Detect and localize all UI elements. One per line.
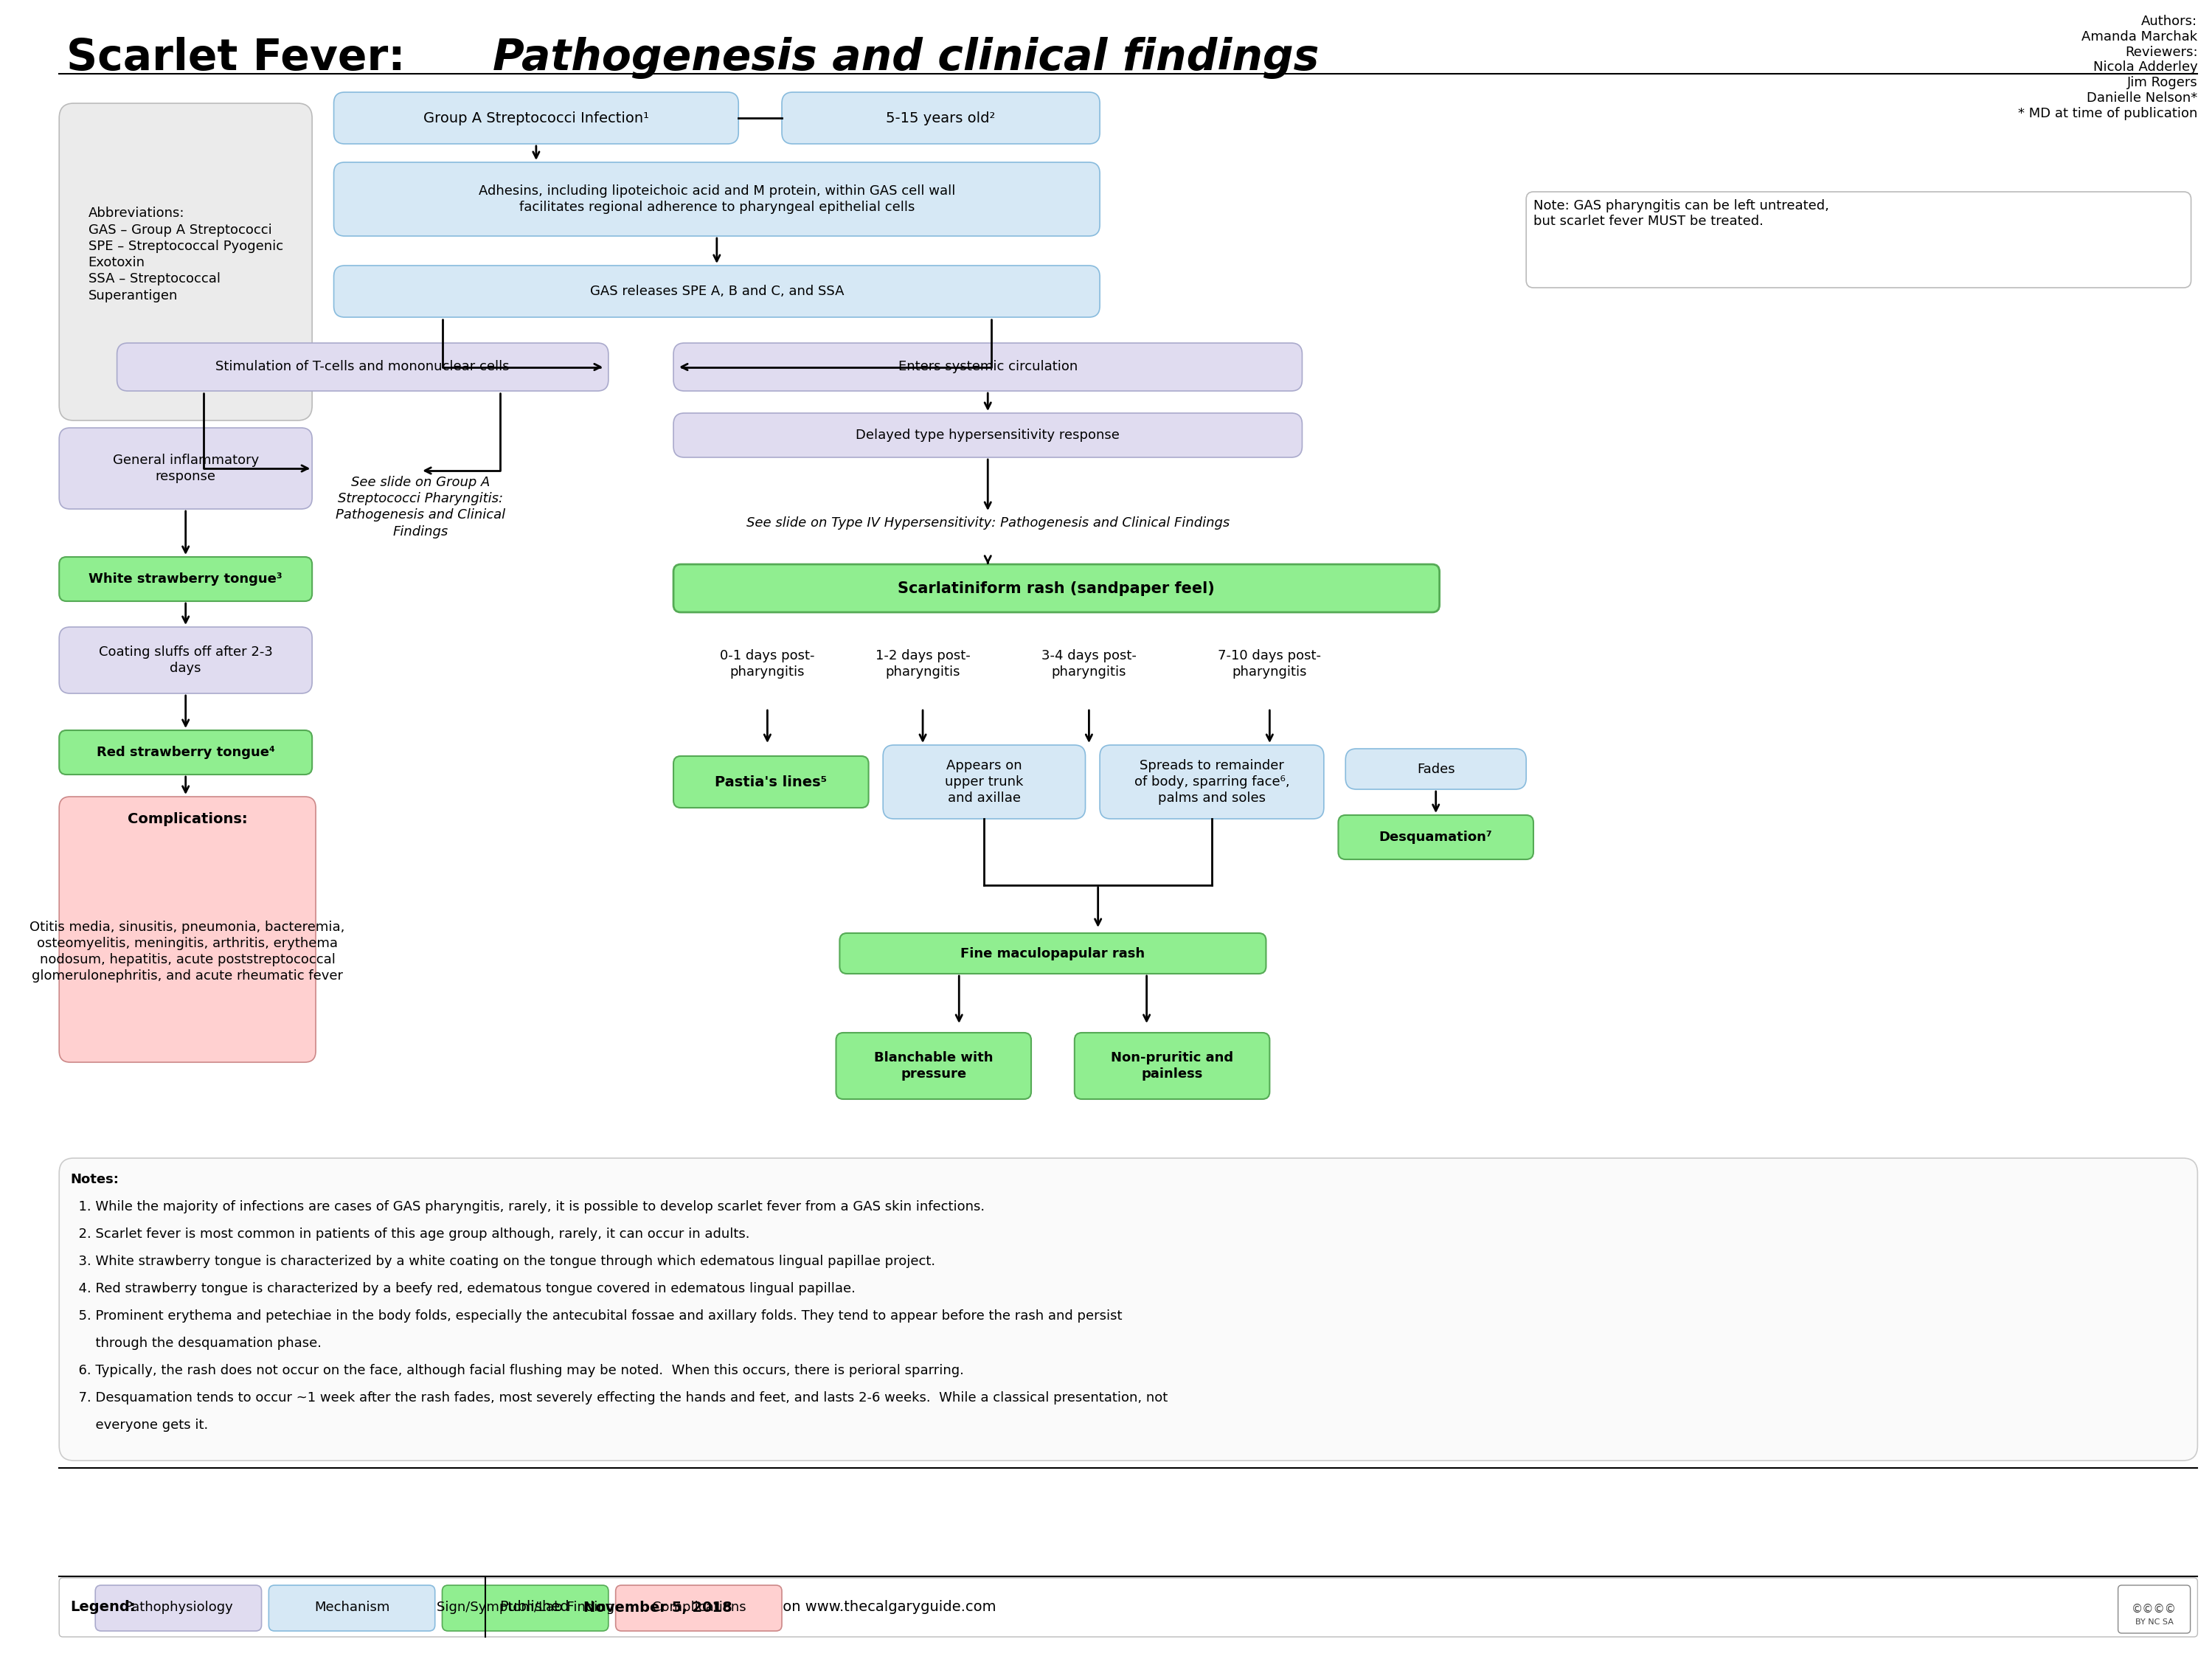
Text: BY NC SA: BY NC SA — [2135, 1619, 2174, 1626]
Text: through the desquamation phase.: through the desquamation phase. — [71, 1337, 321, 1350]
FancyBboxPatch shape — [841, 932, 1265, 974]
Text: See slide on Type IV Hypersensitivity: Pathogenesis and Clinical Findings: See slide on Type IV Hypersensitivity: P… — [745, 516, 1230, 529]
Text: Abbreviations:
GAS – Group A Streptococci
SPE – Streptococcal Pyogenic
Exotoxin
: Abbreviations: GAS – Group A Streptococc… — [88, 207, 283, 302]
FancyBboxPatch shape — [117, 343, 608, 392]
Text: Legend:: Legend: — [71, 1601, 135, 1614]
Text: GAS releases SPE A, B and C, and SSA: GAS releases SPE A, B and C, and SSA — [591, 285, 843, 299]
FancyBboxPatch shape — [60, 428, 312, 509]
Text: Pathogenesis and clinical findings: Pathogenesis and clinical findings — [493, 36, 1318, 80]
Text: Delayed type hypersensitivity response: Delayed type hypersensitivity response — [856, 428, 1119, 441]
Text: on www.thecalgaryguide.com: on www.thecalgaryguide.com — [779, 1601, 995, 1614]
Text: White strawberry tongue³: White strawberry tongue³ — [88, 572, 283, 586]
FancyBboxPatch shape — [836, 1032, 1031, 1100]
Text: Scarlatiniform rash (sandpaper feel): Scarlatiniform rash (sandpaper feel) — [898, 581, 1214, 596]
Text: 2. Scarlet fever is most common in patients of this age group although, rarely, : 2. Scarlet fever is most common in patie… — [71, 1228, 750, 1241]
FancyBboxPatch shape — [672, 757, 869, 808]
Text: 4. Red strawberry tongue is characterized by a beefy red, edematous tongue cover: 4. Red strawberry tongue is characterize… — [71, 1282, 856, 1296]
Text: 1-2 days post-
pharyngitis: 1-2 days post- pharyngitis — [876, 649, 971, 679]
Text: November 5, 2018: November 5, 2018 — [584, 1601, 732, 1614]
Text: Fine maculopapular rash: Fine maculopapular rash — [960, 947, 1146, 961]
FancyBboxPatch shape — [2119, 1586, 2190, 1632]
Text: Pastia's lines⁵: Pastia's lines⁵ — [714, 775, 827, 790]
FancyBboxPatch shape — [1345, 748, 1526, 790]
Text: Appears on
upper trunk
and axillae: Appears on upper trunk and axillae — [945, 758, 1024, 805]
FancyBboxPatch shape — [60, 730, 312, 775]
FancyBboxPatch shape — [60, 1158, 2197, 1460]
Text: 0-1 days post-
pharyngitis: 0-1 days post- pharyngitis — [719, 649, 814, 679]
FancyBboxPatch shape — [60, 557, 312, 601]
Text: Enters systemic circulation: Enters systemic circulation — [898, 360, 1077, 373]
Text: Pathophysiology: Pathophysiology — [124, 1601, 232, 1614]
Text: ©©©©: ©©©© — [2132, 1603, 2177, 1614]
Text: Blanchable with
pressure: Blanchable with pressure — [874, 1052, 993, 1080]
Text: 5. Prominent erythema and petechiae in the body folds, especially the antecubita: 5. Prominent erythema and petechiae in t… — [71, 1309, 1121, 1322]
Text: Stimulation of T-cells and mononuclear cells: Stimulation of T-cells and mononuclear c… — [217, 360, 509, 373]
Text: 3-4 days post-
pharyngitis: 3-4 days post- pharyngitis — [1042, 649, 1137, 679]
Text: Coating sluffs off after 2-3
days: Coating sluffs off after 2-3 days — [100, 645, 272, 675]
Text: Published: Published — [500, 1601, 573, 1614]
Text: Authors:
Amanda Marchak
Reviewers:
Nicola Adderley
Jim Rogers
Danielle Nelson*
*: Authors: Amanda Marchak Reviewers: Nicol… — [2017, 15, 2197, 119]
FancyBboxPatch shape — [615, 1586, 781, 1631]
Text: Mechanism: Mechanism — [314, 1601, 389, 1614]
FancyBboxPatch shape — [334, 93, 739, 144]
FancyBboxPatch shape — [1075, 1032, 1270, 1100]
Text: Complications:: Complications: — [128, 811, 248, 826]
FancyBboxPatch shape — [1526, 192, 2192, 287]
FancyBboxPatch shape — [268, 1586, 436, 1631]
Text: 5-15 years old²: 5-15 years old² — [887, 111, 995, 124]
FancyBboxPatch shape — [60, 627, 312, 693]
FancyBboxPatch shape — [672, 564, 1440, 612]
Text: Otitis media, sinusitis, pneumonia, bacteremia,
osteomyelitis, meningitis, arthr: Otitis media, sinusitis, pneumonia, bact… — [29, 921, 345, 982]
FancyBboxPatch shape — [672, 413, 1303, 458]
Text: Scarlet Fever:: Scarlet Fever: — [66, 36, 420, 80]
Text: Note: GAS pharyngitis can be left untreated,
but scarlet fever MUST be treated.: Note: GAS pharyngitis can be left untrea… — [1533, 199, 1829, 227]
Text: Fades: Fades — [1418, 763, 1455, 776]
FancyBboxPatch shape — [781, 93, 1099, 144]
FancyBboxPatch shape — [334, 163, 1099, 236]
Text: 6. Typically, the rash does not occur on the face, although facial flushing may : 6. Typically, the rash does not occur on… — [71, 1364, 964, 1377]
Text: Group A Streptococci Infection¹: Group A Streptococci Infection¹ — [422, 111, 648, 124]
Text: See slide on Group A
Streptococci Pharyngitis:
Pathogenesis and Clinical
Finding: See slide on Group A Streptococci Pharyn… — [336, 476, 504, 538]
FancyBboxPatch shape — [1099, 745, 1323, 820]
FancyBboxPatch shape — [60, 1578, 2197, 1637]
Text: everyone gets it.: everyone gets it. — [71, 1418, 208, 1432]
Text: 1. While the majority of infections are cases of GAS pharyngitis, rarely, it is : 1. While the majority of infections are … — [71, 1199, 984, 1213]
Text: Complications: Complications — [653, 1601, 745, 1614]
Text: 7-10 days post-
pharyngitis: 7-10 days post- pharyngitis — [1219, 649, 1321, 679]
Text: Sign/Symptom/Lab Finding: Sign/Symptom/Lab Finding — [436, 1601, 615, 1614]
Text: 3. White strawberry tongue is characterized by a white coating on the tongue thr: 3. White strawberry tongue is characteri… — [71, 1254, 936, 1267]
Text: Red strawberry tongue⁴: Red strawberry tongue⁴ — [97, 747, 274, 760]
FancyBboxPatch shape — [883, 745, 1086, 820]
Text: Spreads to remainder
of body, sparring face⁶,
palms and soles: Spreads to remainder of body, sparring f… — [1135, 758, 1290, 805]
Text: 7. Desquamation tends to occur ~1 week after the rash fades, most severely effec: 7. Desquamation tends to occur ~1 week a… — [71, 1392, 1168, 1405]
Text: Desquamation⁷: Desquamation⁷ — [1378, 831, 1493, 844]
FancyBboxPatch shape — [334, 265, 1099, 317]
FancyBboxPatch shape — [95, 1586, 261, 1631]
Text: General inflammatory
response: General inflammatory response — [113, 453, 259, 483]
FancyBboxPatch shape — [442, 1586, 608, 1631]
FancyBboxPatch shape — [672, 343, 1303, 392]
FancyBboxPatch shape — [1338, 815, 1533, 859]
Text: Non-pruritic and
painless: Non-pruritic and painless — [1110, 1052, 1234, 1080]
FancyBboxPatch shape — [60, 103, 312, 420]
Text: Notes:: Notes: — [71, 1173, 119, 1186]
FancyBboxPatch shape — [60, 796, 316, 1062]
Text: Adhesins, including lipoteichoic acid and M protein, within GAS cell wall
facili: Adhesins, including lipoteichoic acid an… — [478, 184, 956, 214]
